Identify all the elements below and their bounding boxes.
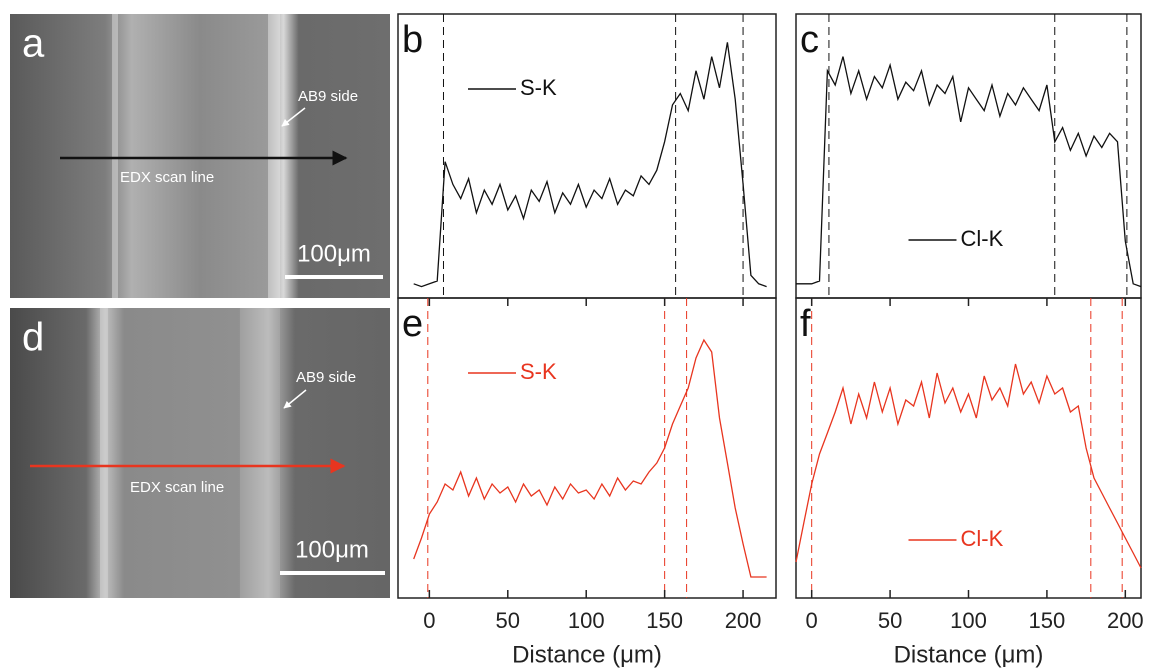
x-axis-label: Distance (μm) (512, 641, 662, 668)
annotation-arrow (281, 107, 306, 127)
plot-frame (795, 13, 1142, 299)
panel-label: f (800, 303, 811, 345)
data-line (795, 363, 1142, 569)
legend-label: Cl-K (961, 226, 1004, 251)
annotation-arrow (283, 389, 307, 409)
scale-label: 100μm (297, 240, 371, 267)
panel-label: b (402, 19, 423, 61)
data-line (796, 56, 1142, 288)
annotation: AB9 side (298, 88, 358, 105)
x-tick-label: 100 (950, 608, 987, 633)
annotation: AB9 side (296, 369, 356, 386)
x-tick-label: 150 (1029, 608, 1066, 633)
x-tick-label: 50 (496, 608, 520, 633)
x-tick-label: 100 (568, 608, 605, 633)
scale-label: 100μm (295, 536, 369, 563)
data-line (413, 42, 767, 288)
sem-image-a: a AB9 side EDX scan line 100μm (10, 14, 390, 298)
x-tick-label: 200 (725, 608, 762, 633)
legend-label: Cl-K (961, 526, 1004, 551)
x-tick-label: 0 (806, 608, 818, 633)
panel-label: c (800, 19, 819, 61)
x-tick-label: 150 (646, 608, 683, 633)
sem-image-d: d AB9 side EDX scan line 100μm (10, 308, 390, 598)
x-tick-label: 0 (423, 608, 435, 633)
plot-frame (795, 297, 1142, 599)
data-line (413, 338, 767, 578)
panel-label: a (22, 22, 45, 66)
x-axis-label: Distance (μm) (894, 641, 1044, 668)
x-tick-label: 50 (878, 608, 902, 633)
scan-label: EDX scan line (120, 169, 214, 186)
legend-label: S-K (520, 359, 557, 384)
panel-label: d (22, 316, 44, 360)
plot-frame (397, 13, 777, 299)
panel-label: e (402, 303, 423, 345)
plot-frame (397, 297, 777, 599)
legend-label: S-K (520, 75, 557, 100)
x-tick-label: 200 (1107, 608, 1144, 633)
scan-label: EDX scan line (130, 479, 224, 496)
